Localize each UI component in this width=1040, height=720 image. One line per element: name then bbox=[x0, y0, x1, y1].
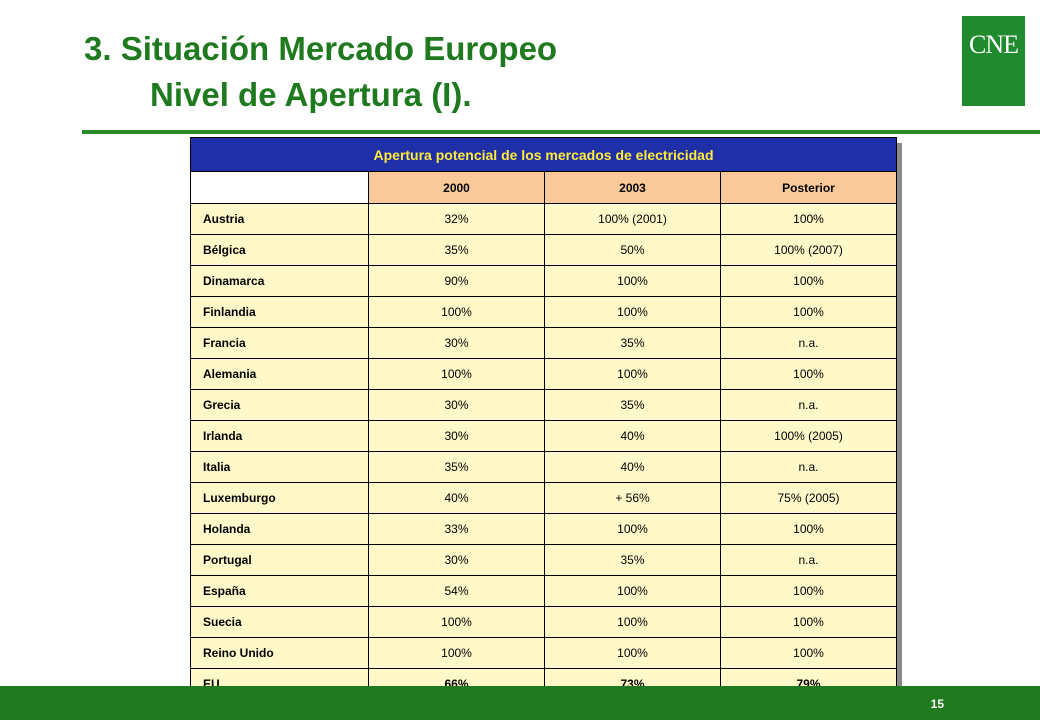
value-cell: 100% bbox=[544, 358, 721, 390]
country-cell: Alemania bbox=[190, 358, 369, 390]
value-cell: 35% bbox=[544, 544, 721, 576]
country-cell: Irlanda bbox=[190, 420, 369, 452]
page-title: 3. Situación Mercado Europeo Nivel de Ap… bbox=[84, 26, 557, 118]
table-row: Austria 32% 100% (2001) 100% bbox=[190, 203, 897, 235]
table-caption: Apertura potencial de los mercados de el… bbox=[190, 137, 897, 172]
value-cell: 30% bbox=[368, 389, 545, 421]
country-cell: Luxemburgo bbox=[190, 482, 369, 514]
value-cell: 100% bbox=[544, 513, 721, 545]
value-cell: 100% bbox=[720, 265, 897, 297]
table-row: Italia 35% 40% n.a. bbox=[190, 451, 897, 483]
value-cell: 33% bbox=[368, 513, 545, 545]
value-cell: 100% bbox=[720, 296, 897, 328]
footer-bar: 15 bbox=[0, 686, 1040, 720]
value-cell: 100% bbox=[544, 637, 721, 669]
value-cell: 100% bbox=[544, 296, 721, 328]
table-row: Luxemburgo 40% + 56% 75% (2005) bbox=[190, 482, 897, 514]
value-cell: 100% bbox=[544, 265, 721, 297]
value-cell: n.a. bbox=[720, 389, 897, 421]
table-row: Grecia 30% 35% n.a. bbox=[190, 389, 897, 421]
column-header-blank bbox=[190, 171, 369, 204]
value-cell: 100% (2001) bbox=[544, 203, 721, 235]
country-cell: Bélgica bbox=[190, 234, 369, 266]
value-cell: n.a. bbox=[720, 451, 897, 483]
value-cell: 40% bbox=[368, 482, 545, 514]
column-header-2003: 2003 bbox=[544, 171, 721, 204]
value-cell: 90% bbox=[368, 265, 545, 297]
title-line-2: Nivel de Apertura (I). bbox=[150, 76, 472, 113]
value-cell: 100% bbox=[720, 637, 897, 669]
value-cell: 100% (2007) bbox=[720, 234, 897, 266]
country-cell: Reino Unido bbox=[190, 637, 369, 669]
value-cell: 100% bbox=[544, 606, 721, 638]
value-cell: 100% bbox=[368, 358, 545, 390]
cne-logo: CNE bbox=[962, 16, 1025, 106]
value-cell: 100% bbox=[720, 575, 897, 607]
value-cell: 100% bbox=[720, 513, 897, 545]
country-cell: Portugal bbox=[190, 544, 369, 576]
value-cell: 100% bbox=[720, 203, 897, 235]
value-cell: 100% bbox=[720, 358, 897, 390]
table-row: Bélgica 35% 50% 100% (2007) bbox=[190, 234, 897, 266]
value-cell: 100% bbox=[368, 296, 545, 328]
country-cell: España bbox=[190, 575, 369, 607]
value-cell: + 56% bbox=[544, 482, 721, 514]
value-cell: 32% bbox=[368, 203, 545, 235]
value-cell: 35% bbox=[368, 234, 545, 266]
table-row: Reino Unido 100% 100% 100% bbox=[190, 637, 897, 669]
value-cell: 35% bbox=[544, 327, 721, 359]
table-row: España 54% 100% 100% bbox=[190, 575, 897, 607]
country-cell: Francia bbox=[190, 327, 369, 359]
country-cell: Italia bbox=[190, 451, 369, 483]
value-cell: 100% bbox=[544, 575, 721, 607]
page-number: 15 bbox=[930, 697, 944, 711]
table-row: Portugal 30% 35% n.a. bbox=[190, 544, 897, 576]
country-cell: Grecia bbox=[190, 389, 369, 421]
value-cell: 100% bbox=[720, 606, 897, 638]
table-row: Dinamarca 90% 100% 100% bbox=[190, 265, 897, 297]
value-cell: 100% bbox=[368, 637, 545, 669]
value-cell: 75% (2005) bbox=[720, 482, 897, 514]
table-row: Holanda 33% 100% 100% bbox=[190, 513, 897, 545]
country-cell: Finlandia bbox=[190, 296, 369, 328]
table-row: Suecia 100% 100% 100% bbox=[190, 606, 897, 638]
column-header-posterior: Posterior bbox=[720, 171, 897, 204]
table-row: Irlanda 30% 40% 100% (2005) bbox=[190, 420, 897, 452]
country-cell: Dinamarca bbox=[190, 265, 369, 297]
market-opening-table: Apertura potencial de los mercados de el… bbox=[190, 137, 897, 700]
value-cell: 30% bbox=[368, 327, 545, 359]
value-cell: n.a. bbox=[720, 544, 897, 576]
table-row: Alemania 100% 100% 100% bbox=[190, 358, 897, 390]
title-divider bbox=[82, 130, 1040, 134]
value-cell: 40% bbox=[544, 451, 721, 483]
value-cell: 30% bbox=[368, 544, 545, 576]
table-row: Finlandia 100% 100% 100% bbox=[190, 296, 897, 328]
country-cell: Austria bbox=[190, 203, 369, 235]
country-cell: Suecia bbox=[190, 606, 369, 638]
value-cell: 40% bbox=[544, 420, 721, 452]
value-cell: 50% bbox=[544, 234, 721, 266]
column-header-2000: 2000 bbox=[368, 171, 545, 204]
title-line-1: 3. Situación Mercado Europeo bbox=[84, 30, 558, 67]
value-cell: 100% bbox=[368, 606, 545, 638]
value-cell: 100% (2005) bbox=[720, 420, 897, 452]
value-cell: 35% bbox=[368, 451, 545, 483]
value-cell: n.a. bbox=[720, 327, 897, 359]
table-row: Francia 30% 35% n.a. bbox=[190, 327, 897, 359]
logo-text: CNE bbox=[969, 30, 1019, 59]
value-cell: 30% bbox=[368, 420, 545, 452]
country-cell: Holanda bbox=[190, 513, 369, 545]
value-cell: 35% bbox=[544, 389, 721, 421]
value-cell: 54% bbox=[368, 575, 545, 607]
